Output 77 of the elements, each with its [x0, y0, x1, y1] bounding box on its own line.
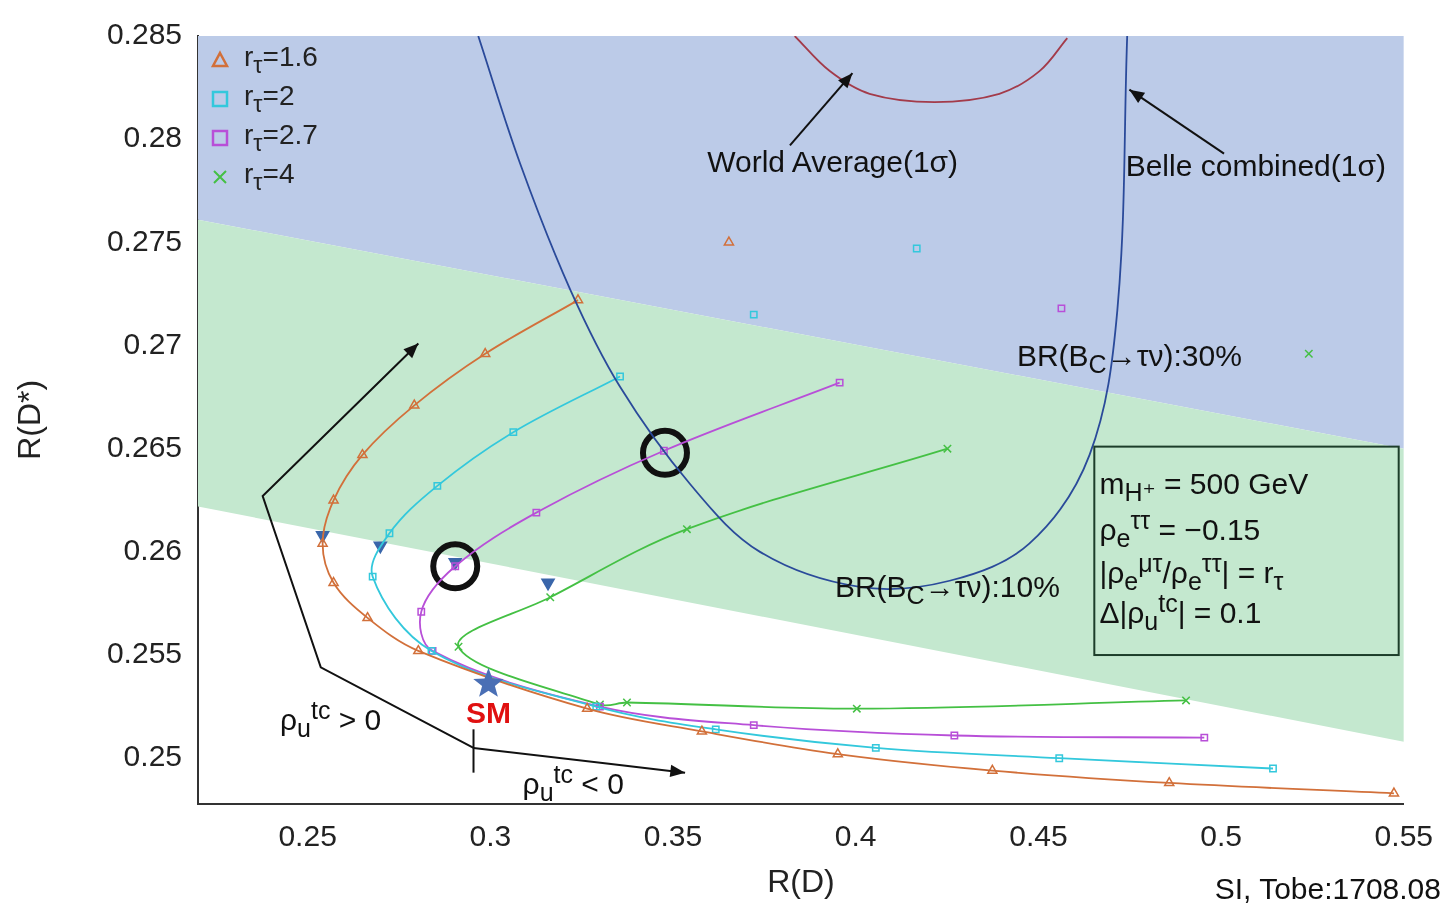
point [1163, 776, 1175, 787]
point [682, 524, 692, 534]
text: SI, Tobe:1708.08 [1214, 872, 1441, 906]
point [1057, 304, 1066, 313]
y-tick-label: 0.265 [106, 429, 182, 463]
annotation: SM [465, 695, 511, 730]
point [871, 743, 880, 752]
point [1304, 349, 1314, 359]
point [413, 644, 424, 655]
y-tick-label: 0.28 [123, 120, 182, 154]
point [385, 529, 394, 538]
x-tick-label: 0.4 [834, 818, 877, 852]
point [581, 702, 593, 713]
point [723, 236, 735, 246]
annotation: World Average(1σ) [707, 144, 959, 179]
annotation: m$_{H⁺}$ = 500 GeV [1099, 466, 1309, 506]
point [317, 537, 328, 547]
point [328, 576, 339, 587]
y-tick-label: 0.25 [123, 739, 182, 773]
x-tick-label: 0.5 [1200, 818, 1242, 852]
point [473, 667, 504, 697]
point [409, 399, 420, 409]
annotation: Belle combined(1σ) [1125, 148, 1386, 183]
point [950, 731, 959, 740]
legend-label: r$_{τ}$=2 [244, 79, 295, 118]
point [835, 378, 844, 387]
legend-label: r$_{τ}$=2.7 [244, 118, 318, 157]
point [1055, 754, 1064, 763]
point [479, 347, 491, 358]
point [616, 372, 624, 381]
point [1269, 764, 1277, 773]
point [711, 725, 720, 734]
annotation: ρ$_{u}$$^{tc}$ < 0 [522, 758, 624, 808]
point [639, 427, 690, 478]
x-axis-title: R(D) [767, 862, 835, 899]
legend-label: r$_{τ}$=4 [244, 157, 295, 196]
point [942, 444, 952, 454]
y-tick-label: 0.275 [106, 223, 182, 257]
annotation: ρ$_{u}$$^{tc}$ > 0 [279, 695, 382, 744]
point [1181, 695, 1191, 705]
point [1388, 787, 1400, 797]
y-axis-title: R(D*) [11, 379, 48, 460]
x-tick-label: 0.35 [643, 818, 703, 852]
y-tick-label: 0.285 [106, 17, 182, 51]
x-tick-label: 0.3 [469, 818, 512, 852]
y-tick-label: 0.27 [123, 326, 182, 360]
point [417, 607, 426, 616]
point [430, 541, 481, 592]
point [659, 446, 668, 455]
point [545, 592, 555, 602]
point [832, 748, 844, 758]
point [912, 244, 921, 253]
point [696, 725, 708, 735]
x-tick-label: 0.55 [1374, 818, 1433, 852]
point [433, 481, 442, 490]
y-tick-label: 0.26 [123, 533, 182, 567]
point [454, 642, 463, 652]
point [987, 764, 998, 774]
point [1200, 733, 1209, 742]
point [368, 572, 377, 581]
y-tick-label: 0.255 [106, 636, 182, 670]
x-tick-label: 0.25 [278, 818, 337, 852]
point [362, 611, 373, 622]
point [509, 428, 518, 437]
point [328, 494, 339, 504]
annotation: BR(B$_{C}$→τν):30% [1016, 338, 1242, 380]
point [572, 294, 584, 304]
point [622, 698, 632, 707]
line-series [793, 36, 1069, 103]
x-tick-label: 0.45 [1009, 818, 1068, 852]
point [749, 721, 758, 730]
point [532, 508, 541, 517]
point [592, 702, 601, 711]
point [852, 704, 862, 714]
point [357, 448, 368, 459]
legend-label: r$_{τ}$=1.6 [244, 40, 318, 79]
point [749, 310, 758, 319]
